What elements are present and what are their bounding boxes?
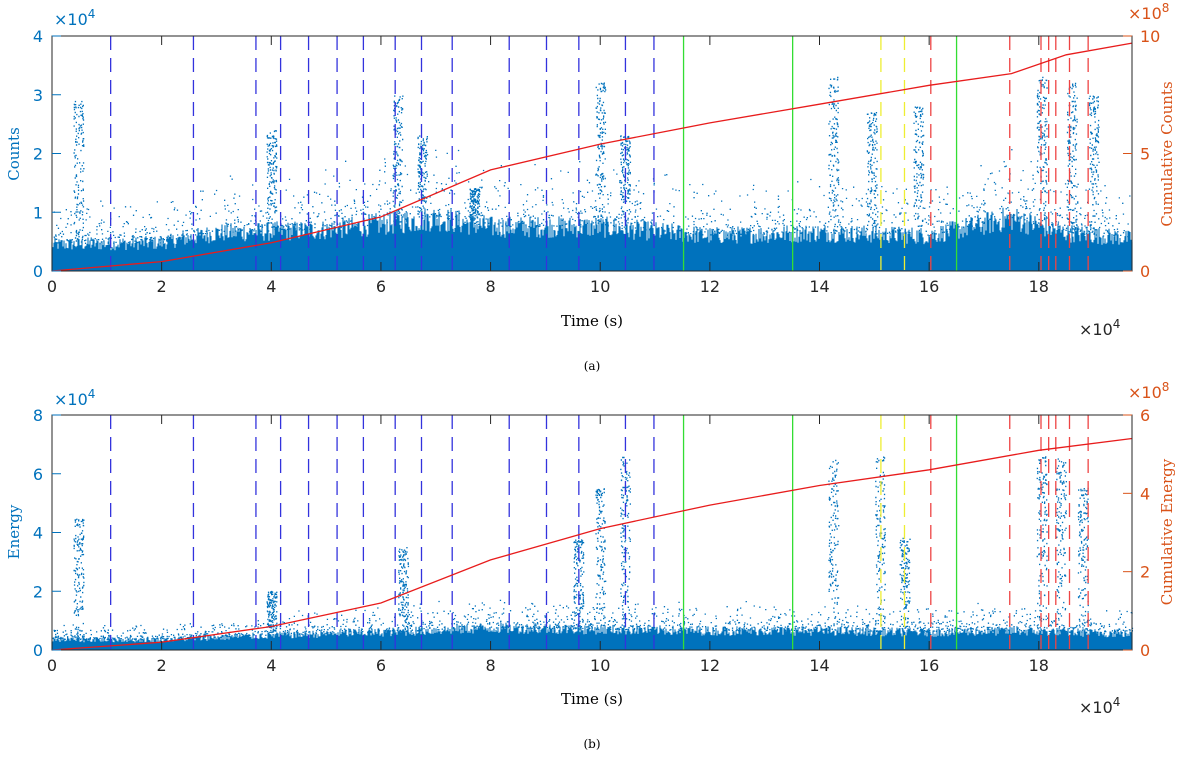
y2-tick-label-0: 0 — [1140, 641, 1150, 660]
x-tick-label-1: 2 — [157, 277, 167, 296]
scatter-spike-4 — [469, 188, 481, 225]
y-tick-label-2: 4 — [33, 524, 43, 543]
panel-a-y-exponent-power: 4 — [88, 7, 96, 21]
x-tick-label-4: 8 — [485, 277, 495, 296]
scatter-spike-1 — [266, 590, 278, 636]
x-tick-label-3: 6 — [376, 656, 386, 675]
y2-tick-label-2: 4 — [1140, 484, 1150, 503]
y2-tick-label-2: 10 — [1140, 27, 1160, 46]
scatter-spike-6 — [828, 459, 840, 627]
panel-b-scatter-points — [51, 456, 1134, 650]
panel-b-y2-axis-label: Cumulative Energy — [1158, 458, 1176, 605]
scatter-spike-11 — [1066, 82, 1078, 233]
panel-a-y-axis-label: Counts — [5, 127, 23, 181]
panel-b-y-exponent: ×104 — [54, 387, 95, 409]
y2-tick-label-0: 0 — [1140, 262, 1150, 281]
panel-b-cumulative-energy-line — [51, 437, 1133, 651]
panel-a-cumulative-counts-line — [51, 42, 1133, 272]
panel-a-x-exponent: ×104 — [1079, 317, 1120, 339]
scatter-spike-1 — [266, 130, 278, 227]
x-tick-label-1: 2 — [157, 656, 167, 675]
x-tick-label-2: 4 — [266, 277, 276, 296]
panel-b-y2-exponent: ×108 — [1128, 380, 1169, 402]
panel-b-y2-exponent-power: 8 — [1162, 380, 1170, 394]
panel-b-x-exponent: ×104 — [1079, 695, 1120, 717]
scatter-spike-0 — [73, 518, 85, 641]
panel-b-event-markers — [110, 415, 1089, 650]
scatter-spike-9 — [913, 106, 925, 236]
panel-b-y-exponent-power: 4 — [88, 387, 96, 401]
x-tick-label-2: 4 — [266, 656, 276, 675]
scatter-spike-2 — [398, 547, 410, 629]
scatter-spike-11 — [1077, 487, 1089, 634]
y2-tick-label-1: 2 — [1140, 563, 1150, 582]
scatter-spike-10 — [1036, 76, 1048, 224]
x-tick-label-0: 0 — [47, 656, 57, 675]
scatter-spike-10 — [1055, 458, 1067, 630]
x-tick-label-8: 16 — [919, 656, 939, 675]
scatter-spike-8 — [899, 537, 911, 629]
panel-b-x-exponent-base: ×10 — [1079, 698, 1113, 717]
x-tick-label-5: 10 — [590, 277, 610, 296]
x-tick-label-4: 8 — [485, 656, 495, 675]
panel-b-axes-ticks: 0 2 4 6 8 10 12 14 16 18 0 2 4 6 8 0 2 4 6 — [33, 406, 1150, 675]
panel-a-caption: (a) — [584, 359, 601, 373]
x-tick-label-8: 16 — [919, 277, 939, 296]
y-tick-label-4: 4 — [33, 27, 43, 46]
y-tick-label-2: 2 — [33, 145, 43, 164]
y-tick-label-0: 0 — [33, 641, 43, 660]
panel-b-y2-exponent-base: ×10 — [1128, 383, 1162, 402]
panel-a-x-axis-label: Time (s) — [561, 312, 623, 330]
x-tick-label-9: 18 — [1029, 277, 1049, 296]
y2-tick-label-1: 5 — [1140, 145, 1150, 164]
x-tick-label-7: 14 — [809, 277, 829, 296]
scatter-spike-3 — [417, 135, 429, 219]
panel-b-axes-box — [51, 414, 1133, 651]
y2-tick-label-3: 6 — [1140, 406, 1150, 425]
panel-a-y2-exponent-base: ×10 — [1128, 4, 1162, 23]
x-tick-label-6: 12 — [700, 277, 720, 296]
panel-a-y2-exponent-power: 8 — [1162, 1, 1170, 15]
scatter-sparse-points — [52, 599, 1134, 641]
y-tick-label-1: 1 — [33, 203, 43, 222]
y-tick-label-3: 3 — [33, 86, 43, 105]
x-tick-label-3: 6 — [376, 277, 386, 296]
panel-a-y2-axis-label: Cumulative Counts — [1158, 81, 1176, 226]
x-tick-label-7: 14 — [809, 656, 829, 675]
panel-b-caption: (b) — [583, 737, 600, 751]
scatter-spike-5 — [595, 82, 607, 226]
panel-a-event-markers — [110, 36, 1089, 271]
panel-a-x-exponent-power: 4 — [1113, 317, 1121, 331]
scatter-base-band — [51, 207, 1133, 271]
panel-b-y-axis-label: Energy — [5, 504, 23, 559]
y-tick-label-4: 8 — [33, 406, 43, 425]
scatter-spike-0 — [73, 100, 85, 240]
panel-b-x-exponent-power: 4 — [1113, 695, 1121, 709]
panel-b-x-axis-label: Time (s) — [561, 690, 623, 708]
scatter-spike-4 — [595, 488, 607, 626]
scatter-spike-5 — [620, 456, 631, 621]
scatter-spike-12 — [1088, 95, 1100, 232]
panel-b-y-exponent-base: ×10 — [54, 390, 88, 409]
y-tick-label-0: 0 — [33, 262, 43, 281]
panel-a-scatter-points — [51, 76, 1133, 271]
x-tick-label-9: 18 — [1029, 656, 1049, 675]
panel-a-y2-exponent: ×108 — [1128, 1, 1169, 23]
scatter-spike-2 — [392, 95, 404, 223]
x-tick-label-6: 12 — [700, 656, 720, 675]
panel-a-y-exponent: ×104 — [54, 7, 95, 29]
scatter-spike-7 — [828, 76, 840, 232]
scatter-spike-8 — [866, 112, 878, 231]
x-tick-label-0: 0 — [47, 277, 57, 296]
y-tick-label-3: 6 — [33, 465, 43, 484]
panel-a-x-exponent-base: ×10 — [1079, 320, 1113, 339]
y-tick-label-1: 2 — [33, 582, 43, 601]
x-tick-label-5: 10 — [590, 656, 610, 675]
panel-a-y-exponent-base: ×10 — [54, 10, 88, 29]
scatter-spike-9 — [1036, 456, 1048, 622]
